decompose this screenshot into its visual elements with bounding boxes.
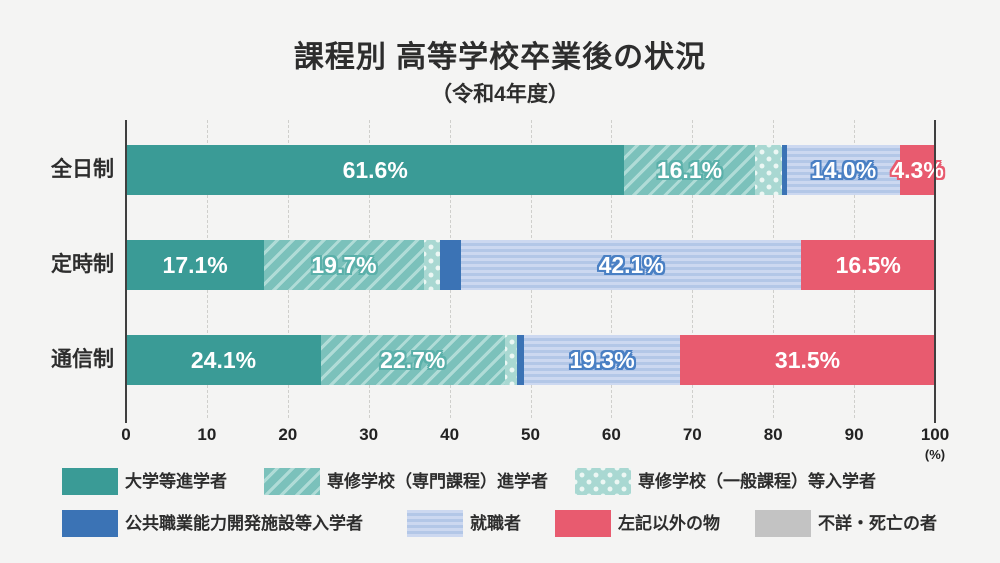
tick-label-0: 0 — [121, 425, 131, 444]
segment-value-label: 16.5% — [835, 251, 901, 278]
legend-label: 不詳・死亡の者 — [818, 514, 937, 533]
tick-label-20: 20 — [278, 425, 298, 444]
segment-value-label: 22.7% — [380, 346, 446, 373]
plot-area: 61.6% 16.1% 14.0% 4.3% 17.1% 19.7% 42.1% 16.5% 2… — [125, 120, 944, 423]
legend-swatch-gray-solid — [755, 510, 811, 537]
bar-segment: 17.1% — [126, 240, 265, 290]
tick-label-40: 40 — [440, 425, 460, 444]
bar-segment — [782, 145, 787, 195]
legend-item: 就職者 — [407, 510, 521, 537]
bar-segment: 16.5% — [801, 240, 935, 290]
category-label-1: 定時制 — [51, 253, 114, 276]
bar-segment: 14.0% — [786, 145, 901, 195]
bar-segment — [754, 145, 783, 195]
bar-segment: 42.1% — [460, 240, 802, 290]
legend-label: 左記以外の物 — [618, 514, 720, 533]
tick-label-70: 70 — [682, 425, 702, 444]
segment-value-label: 19.7% — [311, 251, 377, 278]
tick-label-60: 60 — [601, 425, 621, 444]
category-label-2: 通信制 — [51, 348, 114, 371]
bar-segment: 19.7% — [264, 240, 424, 290]
bar-segment: 16.1% — [624, 145, 755, 195]
chart-title: 課程別 高等学校卒業後の状況 — [293, 41, 707, 74]
bar-segment: 31.5% — [680, 335, 935, 385]
legend-swatch-blue-hstripe — [407, 510, 463, 537]
legend-label: 専修学校（一般課程）等入学者 — [638, 472, 876, 491]
segment-value-label: 31.5% — [774, 346, 841, 373]
segment-value-label: 17.1% — [162, 251, 228, 278]
axis-line-0 — [125, 120, 127, 423]
bar-segment — [423, 240, 440, 290]
category-label-0: 全日制 — [51, 158, 114, 181]
bar-segment: 19.3% — [524, 335, 681, 385]
legend-item: 大学等進学者 — [62, 468, 227, 495]
stacked-bar-1: 17.1% 19.7% 42.1% 16.5% — [126, 240, 935, 290]
tick-label-50: 50 — [521, 425, 540, 444]
bar-segment — [504, 335, 517, 385]
segment-value-label: 16.1% — [656, 156, 723, 183]
axis-unit-label: (%) — [924, 447, 946, 462]
axis-line-100 — [934, 120, 936, 423]
legend-item: 公共職業能力開発施設等入学者 — [62, 510, 363, 537]
legend-item: 専修学校（専門課程）進学者 — [264, 468, 548, 495]
segment-value-label: 61.6% — [342, 156, 408, 183]
legend-label: 公共職業能力開発施設等入学者 — [125, 514, 363, 533]
legend-swatch-teal-diagonal — [264, 468, 320, 495]
stacked-bar-0: 61.6% 16.1% 14.0% 4.3% — [126, 145, 944, 195]
stacked-bar-2: 24.1% 22.7% 19.3% 31.5% — [126, 335, 935, 385]
legend-swatch-blue-solid — [62, 510, 118, 537]
legend-item: 左記以外の物 — [555, 510, 720, 537]
legend-item: 専修学校（一般課程）等入学者 — [575, 468, 876, 495]
legend-row-2: 公共職業能力開発施設等入学者 就職者 左記以外の物 不詳・死亡の者 — [0, 510, 1000, 537]
bar-segment: 4.3% — [891, 145, 944, 195]
legend-swatch-red-solid — [555, 510, 611, 537]
value-axis: 0 10 20 30 40 50 60 70 80 90 100 — [121, 425, 949, 447]
legend-item: 不詳・死亡の者 — [755, 510, 937, 537]
segment-value-label: 19.3% — [569, 346, 635, 373]
legend-label: 就職者 — [470, 514, 521, 533]
tick-label-90: 90 — [844, 425, 864, 444]
bar-segment: 24.1% — [126, 335, 321, 385]
bar-segment — [439, 240, 461, 290]
chart-subtitle: （令和4年度） — [431, 83, 569, 106]
segment-value-label: 24.1% — [190, 346, 257, 373]
segment-value-label: 42.1% — [598, 251, 664, 278]
tick-label-10: 10 — [197, 425, 217, 444]
tick-label-80: 80 — [763, 425, 783, 444]
legend-label: 大学等進学者 — [125, 472, 227, 491]
legend-row-1: 大学等進学者 専修学校（専門課程）進学者 専修学校（一般課程）等入学者 — [0, 468, 1000, 495]
legend-swatch-mint-dotted — [575, 468, 631, 495]
legend-swatch-teal-solid — [62, 468, 118, 495]
tick-label-100: 100 — [920, 425, 950, 444]
segment-value-label: 14.0% — [810, 156, 877, 183]
bar-segment — [516, 335, 524, 385]
bar-segment: 22.7% — [320, 335, 505, 385]
tick-label-30: 30 — [359, 425, 379, 444]
bar-segment: 61.6% — [126, 145, 625, 195]
legend-label: 専修学校（専門課程）進学者 — [327, 472, 548, 491]
